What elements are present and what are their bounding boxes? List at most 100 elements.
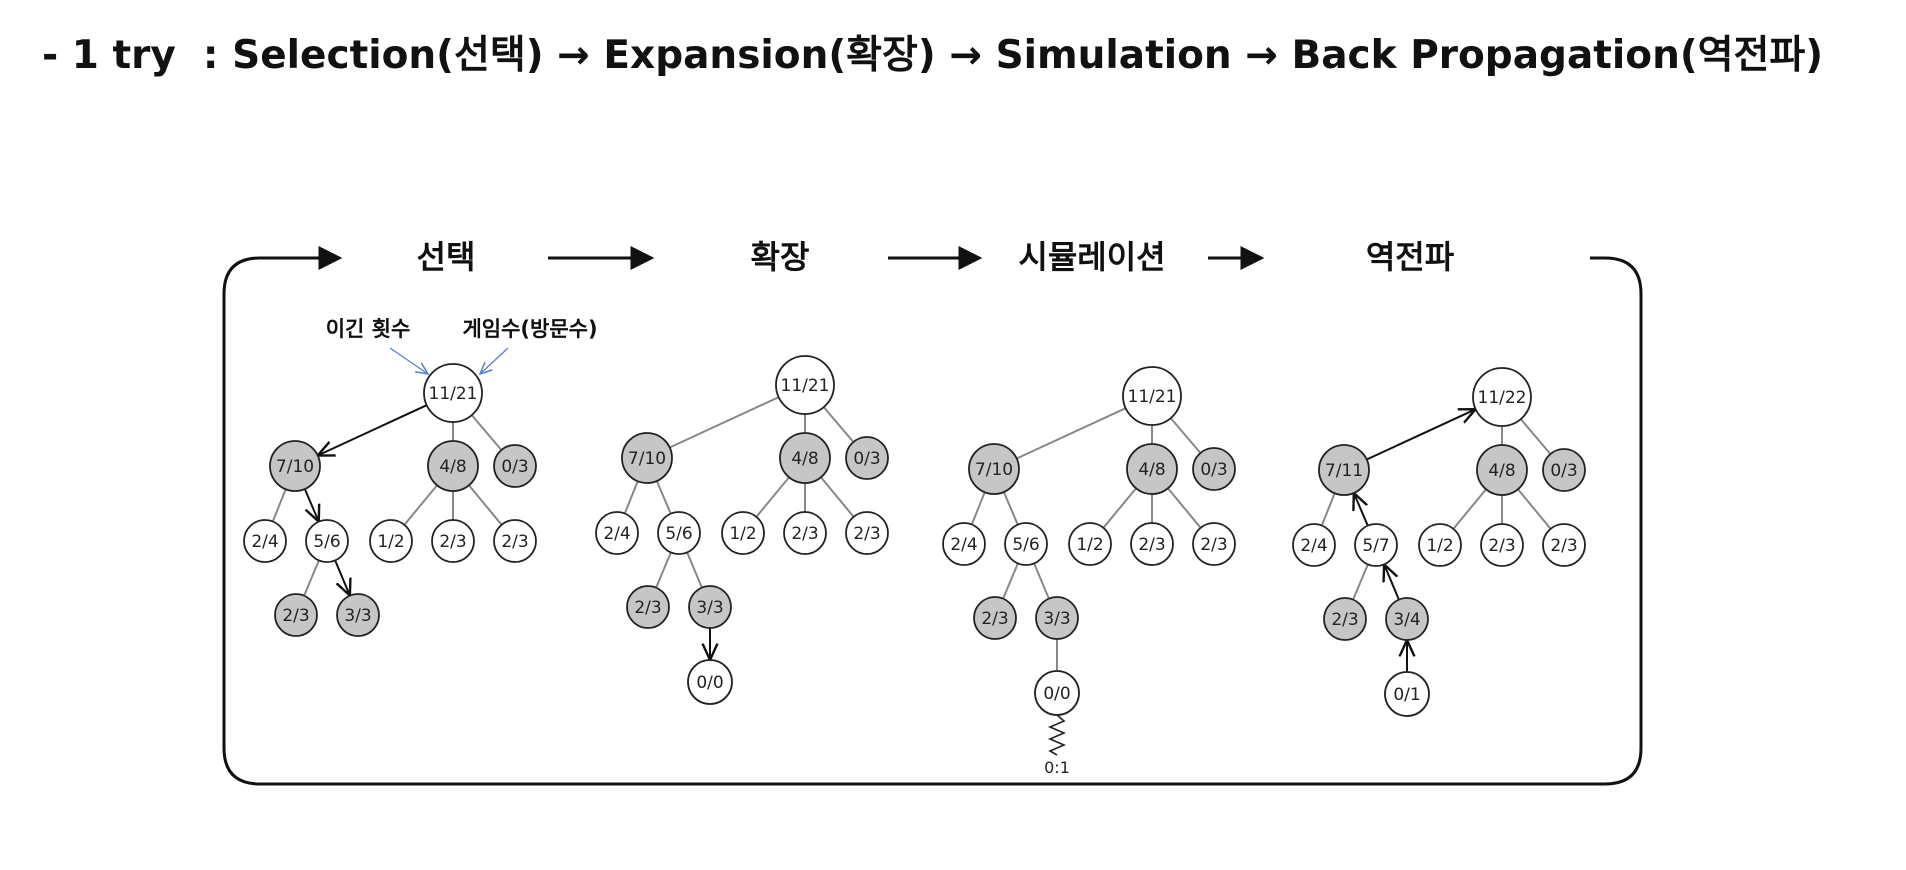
tree-node-label: 3/3 (344, 606, 371, 626)
tree-edge (686, 551, 703, 589)
tree-node-b2 (1480, 523, 1524, 567)
tree-node-label: 0/3 (853, 449, 880, 469)
tree-node-label: 1/2 (1426, 536, 1453, 556)
tree-node-b2 (431, 519, 475, 563)
tree-node-new (1384, 671, 1430, 717)
tree-node-label: 2/4 (603, 524, 630, 544)
tree-edge (1520, 418, 1552, 455)
tree-node-label: 11/21 (429, 384, 478, 404)
tree-edge (403, 484, 438, 526)
tree-node-label: 1/2 (729, 524, 756, 544)
simulation-rollout (1047, 714, 1067, 756)
tree-node-b2 (1130, 522, 1174, 566)
tree-edge (655, 551, 672, 589)
tree-node-label: 4/8 (791, 449, 818, 469)
tree-node-b3 (845, 511, 889, 555)
tree-node-new (687, 659, 733, 705)
tree-node-label: 0/1 (1393, 685, 1420, 705)
tree-edge (1033, 562, 1050, 600)
stage-label-2: 확장 (751, 238, 810, 276)
tree-node-label: 2/3 (1331, 610, 1358, 630)
tree-edge (823, 406, 855, 443)
tree-node-label: 0/0 (696, 673, 723, 693)
page-heading: - 1 try : Selection(선택) → Expansion(확장) … (42, 33, 1824, 78)
stage-label-4: 역전파 (1366, 238, 1455, 276)
tree-edge (1452, 488, 1487, 530)
stage-label-3: 시뮬레이션 (1018, 238, 1165, 276)
tree-node-label: 3/3 (696, 598, 723, 618)
tree-node-label: 11/21 (781, 376, 830, 396)
tree-node-label: 2/4 (1300, 536, 1327, 556)
process-frame (222, 256, 1643, 786)
tree-node-a (621, 432, 673, 484)
tree-path-arrow (1384, 564, 1400, 601)
tree-node-label: 2/4 (251, 532, 278, 552)
tree-node-root (775, 355, 835, 415)
tree-1: 11/21 7/10 4/8 0/3 2/4 5/6 1/2 2/3 2/3 2/3 3/3 (243, 363, 537, 637)
tree-node-a1 (595, 511, 639, 555)
tree-node-root (423, 363, 483, 423)
tree-node-label: 5/6 (313, 532, 340, 552)
tree-node-a2 (1354, 523, 1398, 567)
tree-edge (820, 476, 855, 518)
tree-node-b (779, 432, 831, 484)
tree-node-label: 4/8 (1138, 460, 1165, 480)
tree-node-label: 0/0 (1043, 684, 1070, 704)
tree-edge (1016, 407, 1127, 460)
tree-edge (1167, 487, 1202, 529)
tree-edge (1102, 487, 1137, 529)
tree-node-a1 (1292, 523, 1336, 567)
tree-path-arrow (334, 559, 350, 595)
tree-node-c (1542, 448, 1586, 492)
tree-edge (1517, 488, 1552, 530)
tree-edge (303, 559, 320, 597)
tree-node-b2 (783, 511, 827, 555)
tree-node-a21 (626, 585, 670, 629)
tree-node-b1 (1068, 522, 1112, 566)
tree-node-root (1122, 366, 1182, 426)
tree-node-label: 3/3 (1043, 609, 1070, 629)
tree-node-label: 2/3 (501, 532, 528, 552)
tree-edge (623, 480, 639, 514)
tree-node-label: 2/3 (1488, 536, 1515, 556)
tree-path-arrow (303, 488, 319, 522)
tree-node-c (493, 444, 537, 488)
tree-node-b (1476, 444, 1528, 496)
tree-node-root (1472, 367, 1532, 427)
tree-node-a22 (688, 585, 732, 629)
tree-node-label: 7/10 (975, 460, 1013, 480)
tree-node-a (968, 443, 1020, 495)
tree-node-label: 0/3 (1550, 461, 1577, 481)
tree-node-label: 2/3 (1138, 535, 1165, 555)
tree-edge (669, 396, 780, 449)
tree-node-b1 (369, 519, 413, 563)
tree-node-label: 2/3 (1550, 536, 1577, 556)
tree-node-a1 (243, 519, 287, 563)
simulation-result: 0:1 (1044, 758, 1070, 777)
tree-node-label: 11/22 (1478, 388, 1527, 408)
tree-3: 11/21 7/10 4/8 0/3 2/4 5/6 1/2 2/3 2/3 2/3 3/3 0/0 0… (942, 366, 1236, 777)
tree-edge (1002, 562, 1019, 600)
tree-node-a21 (274, 593, 318, 637)
tree-edge (1170, 417, 1202, 454)
tree-node-a22 (1035, 596, 1079, 640)
annotation-wins: 이긴 횟수 (326, 317, 411, 341)
tree-node-b (427, 440, 479, 492)
annotation-games: 게임수(방문수) (462, 317, 597, 341)
tree-edge (755, 476, 790, 518)
tree-node-a1 (942, 522, 986, 566)
tree-node-b1 (1418, 523, 1462, 567)
tree-node-a (269, 440, 321, 492)
tree-node-a22 (1385, 597, 1429, 641)
tree-path-arrow (1354, 493, 1369, 527)
tree-node-label: 2/3 (634, 598, 661, 618)
tree-node-label: 4/8 (439, 457, 466, 477)
tree-path-arrow (1366, 409, 1476, 461)
tree-edge (1002, 491, 1019, 526)
tree-node-label: 2/3 (981, 609, 1008, 629)
tree-node-label: 2/3 (1200, 535, 1227, 555)
tree-node-label: 1/2 (1076, 535, 1103, 555)
tree-node-b3 (1192, 522, 1236, 566)
tree-node-b3 (1542, 523, 1586, 567)
